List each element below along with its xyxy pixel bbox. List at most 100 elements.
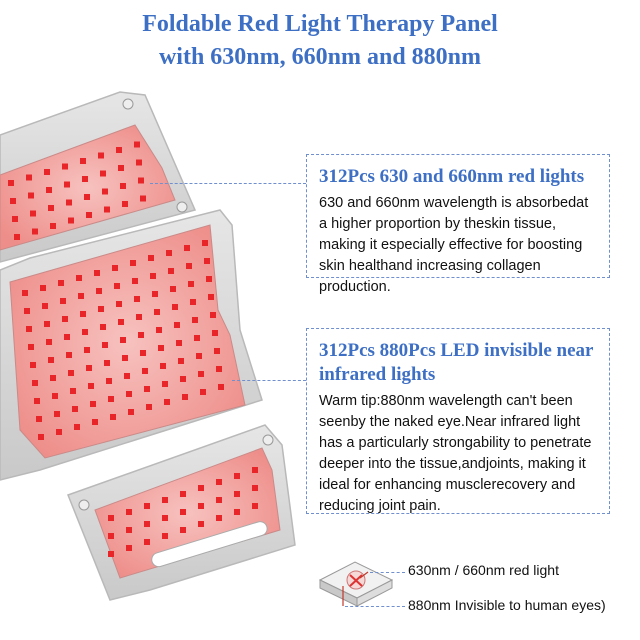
led-dot xyxy=(198,371,204,377)
led-dot xyxy=(100,324,106,330)
led-dot xyxy=(216,479,222,485)
led-dot xyxy=(150,273,156,279)
led-dot xyxy=(154,309,160,315)
led-dot xyxy=(66,352,72,358)
callout-nir-lights-body: Warm tip:880nm wavelength can't been see… xyxy=(319,393,592,514)
led-dot xyxy=(102,342,108,348)
led-dot xyxy=(46,339,52,345)
bottom-panel-leds xyxy=(108,467,258,557)
led-dot xyxy=(212,330,218,336)
led-dot xyxy=(180,527,186,533)
legend-nir-light: 880nm Invisible to human eyes) xyxy=(408,597,606,613)
led-dot xyxy=(32,228,38,235)
led-chip-icon xyxy=(318,561,394,607)
led-dot xyxy=(130,260,136,266)
led-dot xyxy=(56,429,62,435)
led-dot xyxy=(174,322,180,328)
led-dot xyxy=(70,388,76,394)
led-dot xyxy=(54,411,60,417)
led-dot xyxy=(88,383,94,389)
led-dot xyxy=(32,380,38,386)
led-dot xyxy=(50,375,56,381)
led-dot xyxy=(108,396,114,402)
legend-connector-1 xyxy=(370,572,405,573)
led-dot xyxy=(108,533,114,539)
led-dot xyxy=(86,212,92,218)
led-dot xyxy=(116,301,122,307)
led-dot xyxy=(196,353,202,359)
led-dot xyxy=(198,485,204,491)
led-dot xyxy=(188,281,194,287)
led-dot xyxy=(44,321,50,327)
led-dot xyxy=(158,345,164,351)
led-dot xyxy=(74,424,80,430)
led-dot xyxy=(66,199,72,206)
led-dot xyxy=(180,376,186,382)
led-dot xyxy=(26,174,32,181)
led-dot xyxy=(234,473,240,479)
led-dot xyxy=(48,205,54,211)
led-dot xyxy=(30,362,36,368)
led-dot xyxy=(162,533,168,539)
led-dot xyxy=(206,276,212,282)
led-dot xyxy=(126,527,132,533)
led-dot xyxy=(234,491,240,497)
led-dot xyxy=(44,169,50,175)
top-panel xyxy=(0,91,197,263)
led-dot xyxy=(126,391,132,397)
led-dot xyxy=(170,286,176,292)
led-dot xyxy=(60,298,66,304)
led-dot xyxy=(118,165,124,171)
led-dot xyxy=(180,491,186,497)
led-dot xyxy=(58,280,64,286)
callout-connector-1 xyxy=(150,183,306,184)
led-dot xyxy=(84,194,90,200)
led-dot xyxy=(184,245,190,251)
led-dot xyxy=(234,509,240,515)
led-dot xyxy=(140,350,146,356)
led-dot xyxy=(216,497,222,503)
led-dot xyxy=(126,545,132,551)
led-dot xyxy=(208,294,214,300)
led-dot xyxy=(178,358,184,364)
led-dot xyxy=(166,250,172,256)
callout-red-lights-body: 630 and 660nm wavelength is absorbedat a… xyxy=(319,195,589,295)
led-dot xyxy=(28,192,34,199)
led-dot xyxy=(152,291,158,297)
led-dot xyxy=(142,368,148,374)
led-dot xyxy=(78,293,84,299)
led-dot xyxy=(216,515,222,521)
led-dot xyxy=(118,319,124,325)
legend-connector-2 xyxy=(345,606,405,607)
led-dot xyxy=(102,188,108,195)
led-dot xyxy=(216,366,222,372)
led-dot xyxy=(72,406,78,412)
led-dot xyxy=(46,187,52,193)
led-dot xyxy=(62,163,68,170)
led-dot xyxy=(106,378,112,384)
led-dot xyxy=(8,180,14,186)
led-dot xyxy=(98,306,104,312)
led-dot xyxy=(84,347,90,353)
led-dot xyxy=(82,176,88,182)
led-dot xyxy=(86,365,92,371)
legend-red-light: 630nm / 660nm red light xyxy=(408,562,559,578)
led-dot xyxy=(138,332,144,338)
callout-red-lights-heading: 312Pcs 630 and 660nm red lights xyxy=(319,166,585,187)
middle-panel-leds xyxy=(22,240,224,440)
led-dot xyxy=(168,268,174,274)
middle-panel xyxy=(0,209,263,481)
led-dot xyxy=(34,398,40,404)
led-dot xyxy=(26,326,32,332)
led-dot xyxy=(144,386,150,392)
led-dot xyxy=(12,216,18,222)
led-dot xyxy=(120,183,126,189)
led-dot xyxy=(104,206,110,213)
led-dot xyxy=(162,515,168,521)
led-dot xyxy=(198,503,204,509)
led-dot xyxy=(182,394,188,400)
led-dot xyxy=(180,509,186,515)
callout-connector-2 xyxy=(232,380,306,381)
led-dot xyxy=(110,414,116,420)
